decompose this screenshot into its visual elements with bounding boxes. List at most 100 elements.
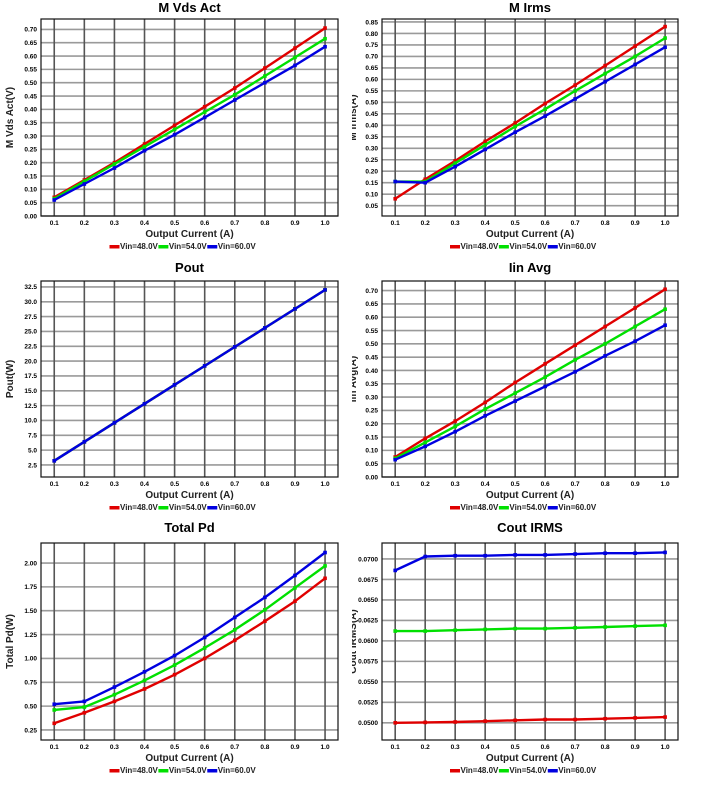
x-tick-label: 0.6: [541, 220, 550, 227]
data-point: [142, 669, 147, 674]
legend-label: Vin=48.0V: [461, 503, 500, 512]
legend-swatch: [207, 769, 218, 773]
data-point: [603, 63, 607, 68]
y-tick-label: 0.40: [365, 123, 378, 130]
x-tick-label: 0.9: [290, 481, 299, 488]
y-tick-label: 0.40: [365, 368, 378, 375]
data-point: [323, 44, 327, 49]
x-tick-label: 0.7: [230, 744, 239, 751]
legend-label: Vin=48.0V: [120, 766, 159, 775]
x-tick-label: 0.6: [200, 481, 209, 488]
legend-swatch: [450, 245, 460, 249]
data-point: [663, 623, 667, 628]
x-tick-label: 0.5: [170, 220, 179, 227]
data-point: [483, 147, 487, 152]
y-axis-label: Cout IRMS(A): [352, 609, 359, 673]
data-point: [423, 440, 427, 445]
data-point: [423, 444, 427, 449]
y-tick-label: 0.35: [24, 120, 37, 127]
y-tick-label: 0.30: [365, 394, 378, 401]
x-tick-label: 0.9: [631, 220, 640, 227]
legend-swatch: [158, 506, 169, 510]
data-point: [112, 685, 117, 689]
series-line-Vin=48.0V: [394, 25, 666, 200]
data-point: [323, 26, 327, 30]
data-point: [483, 400, 487, 405]
y-tick-label: 0.70: [365, 288, 378, 295]
data-point: [453, 628, 457, 633]
x-tick-label: 0.4: [481, 220, 490, 227]
data-point: [423, 554, 427, 559]
chart-iin-avg: 0.00 0.05 0.10 0.15 0.20 0.25 0.30 0.35 0.40 0.45…: [348, 260, 704, 522]
data-point: [453, 720, 457, 724]
x-tick-label: 0.7: [571, 481, 580, 488]
y-tick-label: 0.15: [24, 173, 37, 180]
data-point: [603, 354, 607, 358]
data-point: [263, 607, 267, 612]
data-point: [663, 36, 667, 40]
data-point: [573, 370, 577, 374]
y-tick-label: 0.30: [24, 133, 37, 140]
data-point: [172, 663, 177, 667]
y-tick-label: 0.50: [24, 703, 37, 710]
data-point: [423, 177, 427, 182]
data-point: [112, 166, 117, 170]
series-line-Vin=60.0V: [394, 324, 666, 461]
series-line-Vin=48.0V: [394, 288, 666, 459]
y-tick-label: 0.0675: [358, 577, 378, 584]
data-point: [633, 624, 637, 628]
legend-label: Vin=54.0V: [509, 242, 548, 251]
x-tick-label: 0.9: [631, 744, 640, 751]
y-tick-label: 0.55: [365, 88, 378, 95]
legend-label: Vin=60.0V: [558, 242, 597, 251]
plot-border: [381, 18, 679, 217]
x-tick-label: 0.2: [421, 220, 430, 227]
x-tick-label: 0.4: [481, 481, 490, 488]
data-point: [603, 716, 607, 721]
data-point: [52, 721, 57, 726]
y-tick-label: 2.5: [28, 462, 37, 469]
x-tick-label: 0.8: [260, 481, 269, 488]
y-tick-label: 0.45: [365, 111, 378, 118]
data-point: [263, 326, 267, 330]
data-point: [513, 380, 517, 385]
y-tick-label: 27.5: [24, 314, 37, 321]
data-point: [633, 306, 637, 310]
legend: Vin=48.0V Vin=54.0V Vin=60.0V: [450, 503, 597, 512]
chart-svg: 0.0500 0.0525 0.0550 0.0575 0.0600 0.0625 0.06…: [348, 520, 679, 775]
data-point: [142, 402, 147, 406]
chart-title: Total Pd: [164, 520, 214, 535]
y-tick-label: 0.20: [365, 421, 378, 428]
x-tick-label: 0.8: [601, 744, 610, 751]
data-point: [453, 429, 457, 434]
data-point: [573, 625, 577, 630]
data-point: [142, 142, 147, 146]
x-tick-label: 0.7: [571, 220, 580, 227]
data-point: [82, 440, 87, 444]
x-tick-label: 0.3: [451, 744, 460, 751]
data-point: [543, 626, 547, 631]
data-point: [423, 180, 427, 185]
series-line-Vin=54.0V: [53, 37, 326, 200]
data-point: [633, 324, 637, 329]
chart-m-vds-act: 0.00 0.05 0.10 0.15 0.20 0.25 0.30 0.35 0.40 0.45…: [0, 0, 352, 262]
data-point: [142, 678, 147, 683]
legend-label: Vin=54.0V: [169, 766, 208, 775]
data-point: [513, 626, 517, 631]
x-tick-label: 0.5: [170, 744, 179, 751]
data-point: [453, 553, 457, 558]
data-point: [483, 413, 487, 418]
data-point: [293, 599, 297, 603]
x-tick-label: 0.1: [50, 481, 59, 488]
y-tick-label: 10.0: [24, 418, 37, 425]
data-point: [393, 568, 397, 573]
data-point: [293, 55, 297, 60]
x-tick-label: 0.2: [421, 481, 430, 488]
y-tick-label: 0.10: [365, 191, 378, 198]
x-tick-label: 1.0: [321, 220, 330, 227]
chart-cout-irms: 0.0500 0.0525 0.0550 0.0575 0.0600 0.0625 0.06…: [348, 520, 704, 782]
x-tick-label: 0.5: [511, 744, 520, 751]
x-tick-label: 0.4: [140, 481, 149, 488]
data-point: [423, 436, 427, 441]
data-point: [172, 132, 177, 137]
